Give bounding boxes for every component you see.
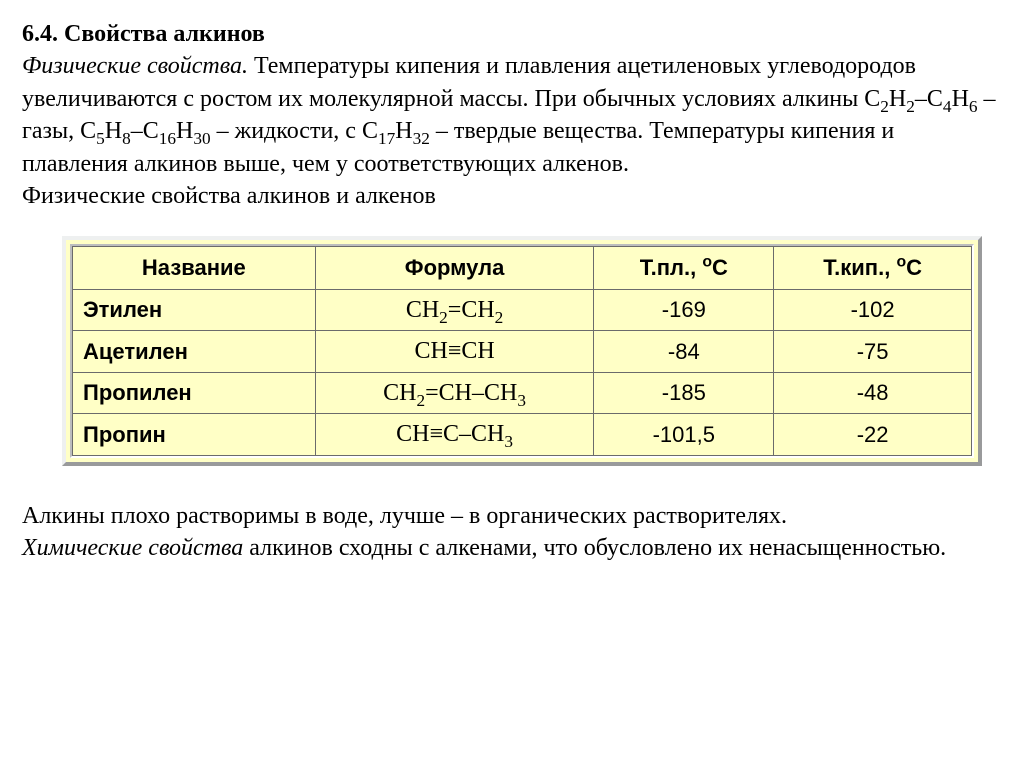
degree-unit: C: [906, 255, 922, 280]
subscript: 2: [906, 97, 915, 116]
properties-table-frame: Название Формула Т.пл., oC Т.кип., oC Эт…: [62, 236, 982, 465]
col-header-formula: Формула: [315, 247, 594, 290]
subscript: 32: [413, 129, 430, 148]
col-header-tkip-label: Т.кип.,: [823, 255, 896, 280]
cell-tkip: -75: [774, 331, 972, 372]
text-run: –C: [131, 118, 159, 144]
subscript: 17: [378, 129, 395, 148]
paragraph-chemical-properties: Химические свойства алкинов сходны с алк…: [22, 532, 1002, 564]
cell-name: Пропилен: [73, 372, 316, 413]
properties-table-inner: Название Формула Т.пл., oC Т.кип., oC Эт…: [70, 244, 974, 457]
table-row: АцетиленCH≡CH-84-75: [73, 331, 972, 372]
section-heading: 6.4. Свойства алкинов: [22, 18, 1002, 50]
subscript: 6: [969, 97, 978, 116]
cell-tkip: -102: [774, 290, 972, 331]
table-header-row: Название Формула Т.пл., oC Т.кип., oC: [73, 247, 972, 290]
col-header-name: Название: [73, 247, 316, 290]
cell-name: Ацетилен: [73, 331, 316, 372]
cell-tpl: -185: [594, 372, 774, 413]
paragraph-solubility: Алкины плохо растворимы в воде, лучше – …: [22, 500, 1002, 532]
text-run: – жидкости, с C: [211, 118, 378, 144]
cell-formula: CH≡C–CH3: [315, 414, 594, 455]
cell-tpl: -84: [594, 331, 774, 372]
table-body: ЭтиленCH2=CH2-169-102АцетиленCH≡CH-84-75…: [73, 290, 972, 456]
degree-super: o: [702, 254, 712, 271]
degree-super: o: [896, 254, 906, 271]
text-run: алкинов сходны с алкенами, что обусловле…: [243, 535, 946, 561]
cell-formula: CH2=CH–CH3: [315, 372, 594, 413]
cell-tpl: -101,5: [594, 414, 774, 455]
cell-name: Этилен: [73, 290, 316, 331]
col-header-tpl: Т.пл., oC: [594, 247, 774, 290]
col-header-tkip: Т.кип., oC: [774, 247, 972, 290]
lead-phrase: Химические свойства: [22, 535, 243, 561]
cell-tkip: -48: [774, 372, 972, 413]
subscript: 8: [122, 129, 131, 148]
table-row: ПропиленCH2=CH–CH3-185-48: [73, 372, 972, 413]
cell-tpl: -169: [594, 290, 774, 331]
paragraph-physical-properties: Физические свойства. Температуры кипения…: [22, 50, 1002, 180]
text-run: –C: [915, 86, 943, 112]
cell-name: Пропин: [73, 414, 316, 455]
subscript: 5: [96, 129, 105, 148]
subscript: 2: [880, 97, 889, 116]
cell-formula: CH≡CH: [315, 331, 594, 372]
subscript: 16: [159, 129, 176, 148]
subscript: 4: [943, 97, 952, 116]
lead-phrase: Физические свойства.: [22, 53, 248, 79]
properties-table: Название Формула Т.пл., oC Т.кип., oC Эт…: [72, 246, 972, 455]
table-row: ПропинCH≡C–CH3-101,5-22: [73, 414, 972, 455]
cell-formula: CH2=CH2: [315, 290, 594, 331]
col-header-tpl-label: Т.пл.,: [640, 255, 703, 280]
table-row: ЭтиленCH2=CH2-169-102: [73, 290, 972, 331]
degree-unit: C: [712, 255, 728, 280]
cell-tkip: -22: [774, 414, 972, 455]
paragraph-table-intro: Физические свойства алкинов и алкенов: [22, 180, 1002, 212]
subscript: 30: [193, 129, 210, 148]
